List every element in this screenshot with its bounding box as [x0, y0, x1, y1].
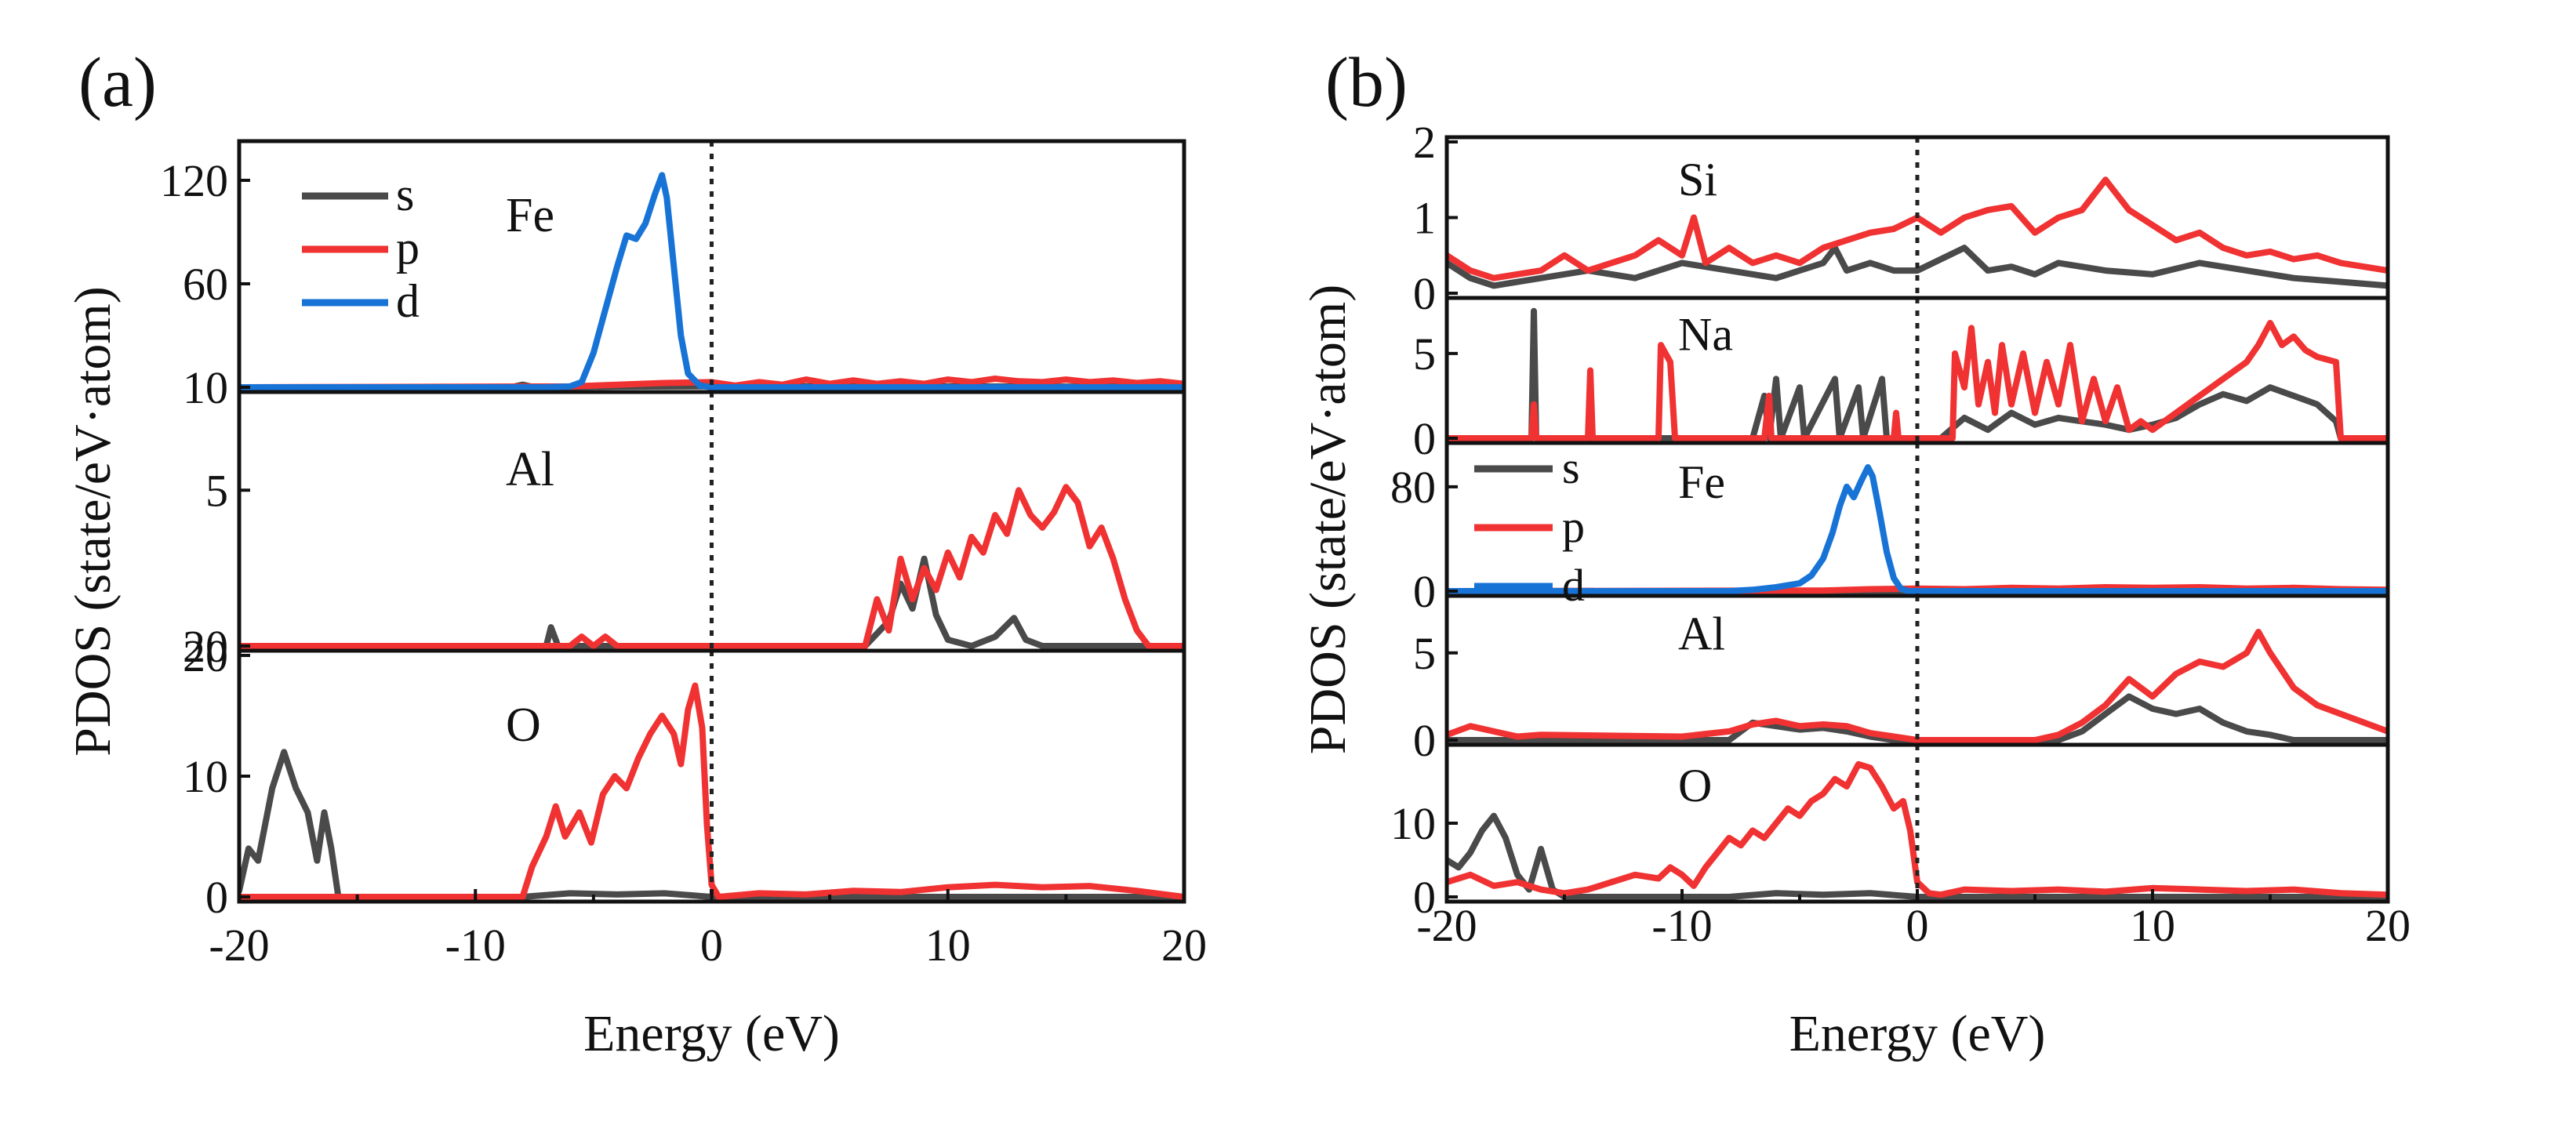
x-tick-label: 10: [2130, 900, 2175, 951]
y-tick-label: 2: [1413, 117, 1436, 168]
subplot-fe: 0 80 Fe: [1390, 441, 2388, 617]
y-tick-label: 10: [1390, 798, 1436, 849]
subplot-series-group: [1447, 760, 2388, 900]
subplot-o: 0 10 O: [1390, 742, 2388, 923]
x-tick-label: 20: [2365, 900, 2411, 951]
y-axis-label: PDOS (state/eV·atom): [1299, 285, 1357, 754]
x-tick-label: 20: [1161, 920, 1207, 971]
y-tick-label: 0: [1413, 715, 1436, 766]
x-tick-label: 0: [1906, 900, 1929, 951]
y-tick-label: 0: [1413, 268, 1436, 319]
subplot-series-group: [1447, 464, 2388, 594]
legend: spd: [302, 169, 420, 327]
y-tick-label: 80: [1390, 462, 1436, 513]
subplot-series-group: [239, 484, 1184, 649]
subplot-al: 20 5 Al: [183, 390, 1184, 672]
subplot-si: 0 1 2 Si: [1413, 117, 2388, 319]
y-tick-label: 0: [1413, 413, 1436, 464]
y-tick-label: 10: [183, 751, 228, 802]
y-tick-label: 10: [183, 362, 228, 413]
y-tick-label: 0: [1413, 872, 1436, 923]
series-p-line: [1447, 760, 2388, 898]
x-tick-label: 10: [925, 920, 971, 971]
series-p-line: [239, 484, 1184, 649]
subplot-label: Na: [1678, 309, 1733, 361]
y-tick-label: 5: [1413, 628, 1436, 679]
legend-label-p: p: [1562, 501, 1585, 552]
series-s-line: [239, 749, 1184, 900]
legend-label-d: d: [1562, 560, 1585, 611]
x-tick-label: -10: [1651, 900, 1712, 951]
subplot-label: O: [1678, 760, 1712, 811]
x-tick-label: -10: [445, 920, 506, 971]
legend: spd: [1474, 442, 1585, 611]
series-p-line: [1447, 320, 2388, 441]
panel-a-label: (a): [78, 44, 157, 122]
legend-label-d: d: [396, 275, 420, 327]
subplot-series-group: [1447, 307, 2388, 441]
subplot-label: Al: [1678, 608, 1725, 659]
y-tick-label: 5: [205, 465, 228, 516]
y-tick-label: 20: [183, 621, 228, 672]
legend-label-p: p: [396, 222, 420, 274]
subplot-al: 0 5 Al: [1413, 593, 2388, 766]
subplot-label: Fe: [506, 189, 554, 242]
subplot-o: 0 10 20 O: [183, 630, 1184, 923]
series-s-line: [1447, 812, 2388, 900]
x-tick-label: -20: [1416, 900, 1477, 951]
series-d-line: [1447, 464, 2388, 594]
x-axis-label: Energy (eV): [583, 1005, 840, 1062]
subplot-na: 0 5 Na: [1413, 296, 2388, 464]
subplot-series-group: [1447, 629, 2388, 743]
x-tick-label: 0: [700, 920, 723, 971]
legend-label-s: s: [396, 169, 414, 220]
y-tick-label: 120: [160, 155, 228, 206]
y-tick-label: 5: [1413, 328, 1436, 379]
series-d-line: [239, 172, 1184, 390]
series-s-line: [1447, 245, 2388, 289]
series-p-line: [1447, 629, 2388, 743]
y-tick-label: 20: [183, 630, 228, 681]
series-s-line: [239, 555, 1184, 649]
y-tick-label: 60: [183, 259, 228, 310]
subplot-series-group: [239, 682, 1184, 900]
y-tick-label: 0: [1413, 566, 1436, 617]
legend-label-s: s: [1562, 442, 1580, 493]
series-p-line: [239, 682, 1184, 900]
series-p-line: [1447, 584, 2388, 594]
y-axis-label: PDOS (state/eV·atom): [64, 286, 122, 756]
subplot-fe: 10 60 120 Fe: [160, 141, 1184, 413]
panel-a: (a) 10 60 120 Fe 20 5 Al 0 10 20 O -20 -10 0 10 20 Energ…: [64, 44, 1207, 1062]
panel-b-label: (b): [1325, 44, 1408, 122]
y-tick-label: 0: [205, 872, 228, 923]
x-tick-label: -20: [209, 920, 269, 971]
x-axis-label: Energy (eV): [1789, 1005, 2046, 1062]
subplot-label: Fe: [1678, 456, 1725, 508]
subplot-series-group: [1447, 176, 2388, 289]
subplot-label: Si: [1678, 154, 1717, 205]
subplot-label: O: [506, 699, 541, 752]
y-tick-label: 1: [1413, 193, 1436, 244]
subplot-label: Al: [506, 443, 554, 496]
